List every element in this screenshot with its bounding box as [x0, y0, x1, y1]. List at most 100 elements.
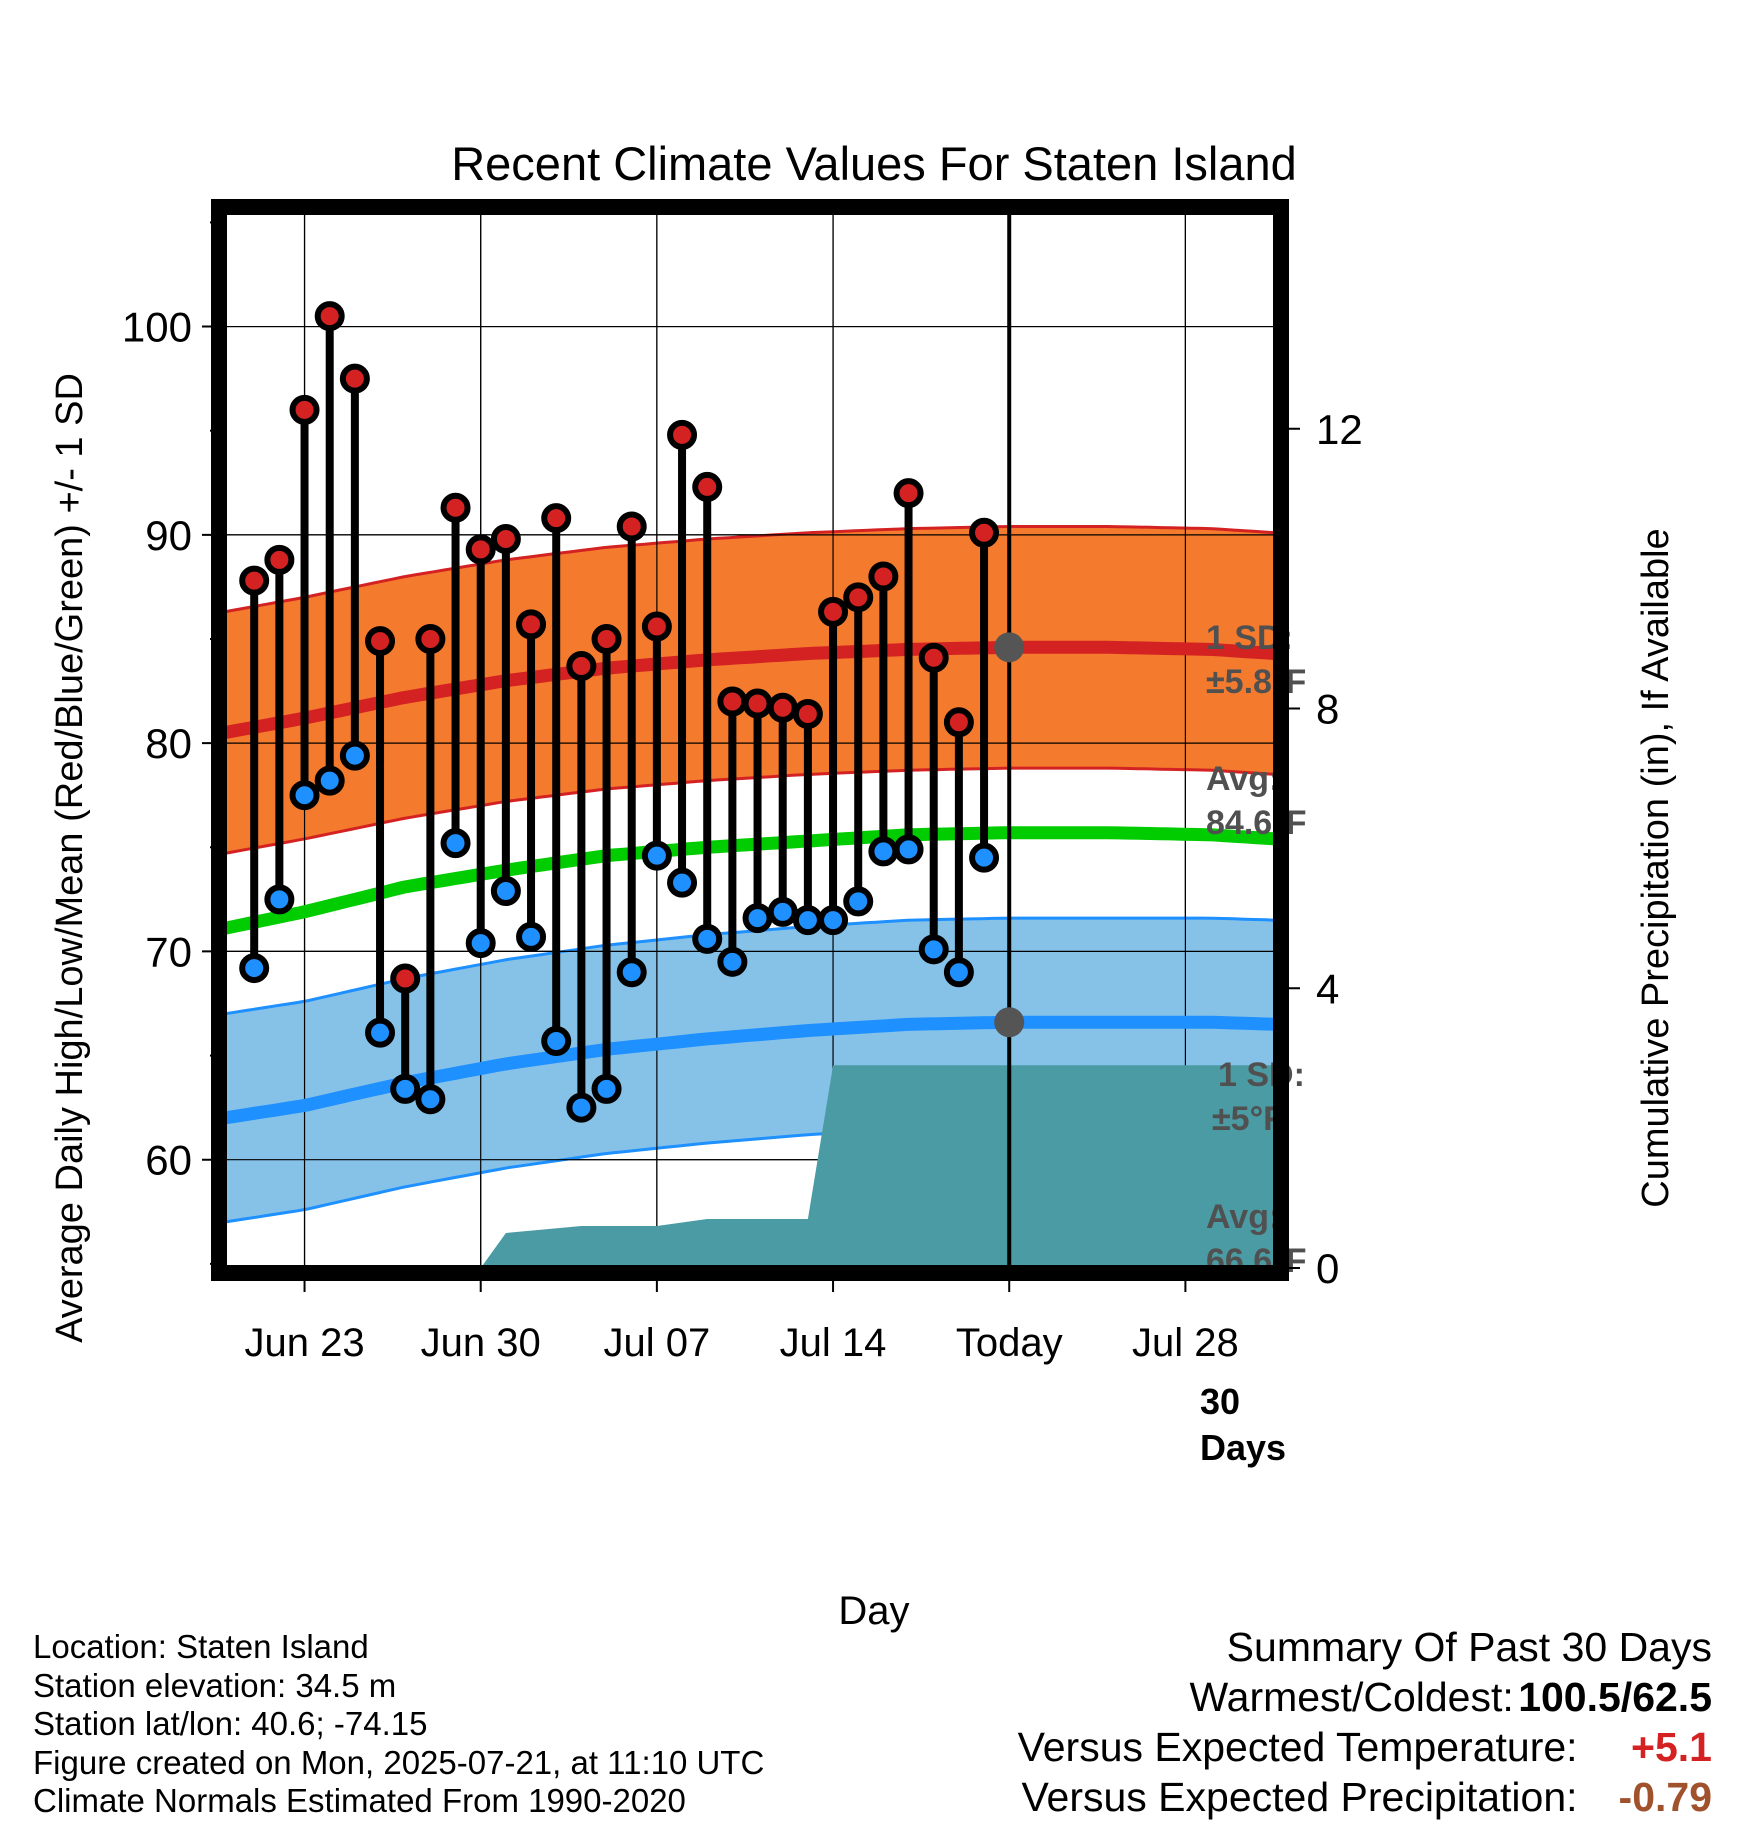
daily-low-point — [843, 886, 874, 917]
daily-high-point — [591, 623, 622, 654]
daily-low-point — [415, 1084, 446, 1115]
daily-low-point — [440, 828, 471, 859]
x-tick-label: Jul 14 — [780, 1321, 887, 1365]
daily-low-point — [969, 842, 1000, 873]
summary-panel: Summary Of Past 30 Days Warmest/Coldest:… — [1018, 1622, 1712, 1822]
days-label-line2: Days — [1200, 1427, 1286, 1468]
normal-high-band-upper — [224, 525, 1276, 614]
plot-area — [224, 212, 1276, 1268]
daily-high-point — [390, 963, 421, 994]
daily-low-point — [591, 1073, 622, 1104]
y-right-tick-label: 0 — [1316, 1245, 1339, 1292]
daily-high-point — [365, 626, 396, 657]
days-label-line1: 30 — [1200, 1381, 1240, 1422]
y-axis-label-right: Cumulative Precipitation (in), If Availa… — [1635, 528, 1677, 1207]
daily-high-point — [943, 707, 974, 738]
daily-low-point — [566, 1092, 597, 1123]
today-high-avg-dot — [994, 632, 1025, 663]
y-right-tick-label: 12 — [1316, 406, 1363, 453]
info-normals: Climate Normals Estimated From 1990-2020 — [33, 1782, 686, 1819]
normal-mean-line — [224, 826, 1276, 935]
daily-low-point — [893, 834, 924, 865]
info-elevation: Station elevation: 34.5 m — [33, 1666, 397, 1704]
high-sd-value: ±5.8°F — [1206, 663, 1306, 701]
normal-high-band-lower — [224, 766, 1276, 855]
y-tick-label: 100 — [122, 304, 192, 351]
station-info: Location: Staten Island Station elevatio… — [33, 1628, 764, 1821]
x-tick-label: Jun 23 — [244, 1321, 364, 1365]
summary-precip-value: -0.79 — [1618, 1774, 1712, 1820]
info-location: Location: Staten Island — [33, 1628, 369, 1665]
normal-low-band — [224, 918, 1276, 1223]
normal-high-band — [224, 526, 1276, 854]
daily-high-point — [667, 419, 698, 450]
daily-high-point — [289, 394, 320, 425]
cumulative-precip-area — [480, 1065, 1276, 1268]
summary-warmest-value: 100.5/62.5 — [1518, 1674, 1712, 1720]
daily-low-point — [641, 840, 672, 871]
chart-axes: 60 70 80 90 100 0 4 8 12 Jun 23 Jun 30 Jul 07 Jul 14… — [122, 199, 1363, 1365]
daily-low-point — [767, 896, 798, 927]
daily-low-point — [868, 836, 899, 867]
daily-low-point — [465, 928, 496, 959]
high-avg-label: Avg: — [1206, 760, 1280, 798]
y-tick-label: 90 — [145, 512, 192, 559]
daily-low-point — [390, 1073, 421, 1104]
summary-precip-row: Versus Expected Precipitation: -0.79 — [1018, 1772, 1712, 1822]
daily-low-point — [339, 740, 370, 771]
y-tick-label: 80 — [145, 720, 192, 767]
normal-high-line — [224, 640, 1276, 740]
plot-clipped-group — [224, 212, 1276, 1268]
info-created: Figure created on Mon, 2025-07-21, at 11… — [33, 1743, 765, 1781]
daily-high-point — [490, 524, 521, 555]
daily-high-point — [339, 363, 370, 394]
daily-high-point — [893, 478, 924, 509]
daily-low-point — [314, 765, 345, 796]
daily-high-point — [415, 623, 446, 654]
x-tick-label: Jun 30 — [421, 1321, 541, 1365]
daily-low-point — [918, 934, 949, 965]
y-right-tick-label: 8 — [1316, 686, 1339, 733]
plot-frame — [211, 199, 1289, 1281]
daily-high-point — [566, 651, 597, 682]
daily-high-point — [239, 565, 270, 596]
daily-high-point — [969, 517, 1000, 548]
daily-high-point — [641, 611, 672, 642]
y-right-tick-label: 4 — [1316, 965, 1339, 1012]
daily-low-point — [792, 905, 823, 936]
daily-low-point — [943, 957, 974, 988]
daily-low-point — [289, 780, 320, 811]
daily-high-point — [440, 492, 471, 523]
y-axis-label-left: Average Daily High/Low/Mean (Red/Blue/Gr… — [49, 373, 91, 1343]
info-latlon: Station lat/lon: 40.6; -74.15 — [33, 1705, 428, 1742]
daily-low-point — [239, 953, 270, 984]
x-tick-label: Today — [956, 1321, 1063, 1365]
y-tick-label: 60 — [145, 1137, 192, 1184]
summary-warmest-row: Warmest/Coldest: 100.5/62.5 — [1018, 1672, 1712, 1722]
today-low-avg-dot — [994, 1007, 1025, 1038]
daily-high-point — [868, 561, 899, 592]
daily-high-point — [818, 596, 849, 627]
daily-high-point — [314, 301, 345, 332]
x-axis-label: Day — [838, 1589, 909, 1633]
daily-high-point — [264, 544, 295, 575]
x-tick-label: Jul 28 — [1132, 1321, 1239, 1365]
daily-low-point — [490, 876, 521, 907]
x-tick-label: Jul 07 — [604, 1321, 711, 1365]
daily-low-point — [516, 921, 547, 952]
daily-high-point — [541, 503, 572, 534]
daily-high-point — [792, 698, 823, 729]
low-sd-label: 1 SD: — [1218, 1056, 1305, 1094]
summary-warmest-label: Warmest/Coldest: — [1189, 1674, 1514, 1720]
daily-high-point — [742, 688, 773, 719]
daily-low-point — [692, 923, 723, 954]
daily-high-point — [767, 692, 798, 723]
summary-temp-row: Versus Expected Temperature: +5.1 — [1018, 1722, 1712, 1772]
daily-high-point — [717, 686, 748, 717]
daily-high-point — [465, 534, 496, 565]
daily-low-point — [541, 1025, 572, 1056]
daily-high-point — [692, 471, 723, 502]
summary-temp-value: +5.1 — [1631, 1724, 1712, 1770]
daily-low-point — [717, 946, 748, 977]
summary-temp-label: Versus Expected Temperature: — [1017, 1724, 1578, 1770]
